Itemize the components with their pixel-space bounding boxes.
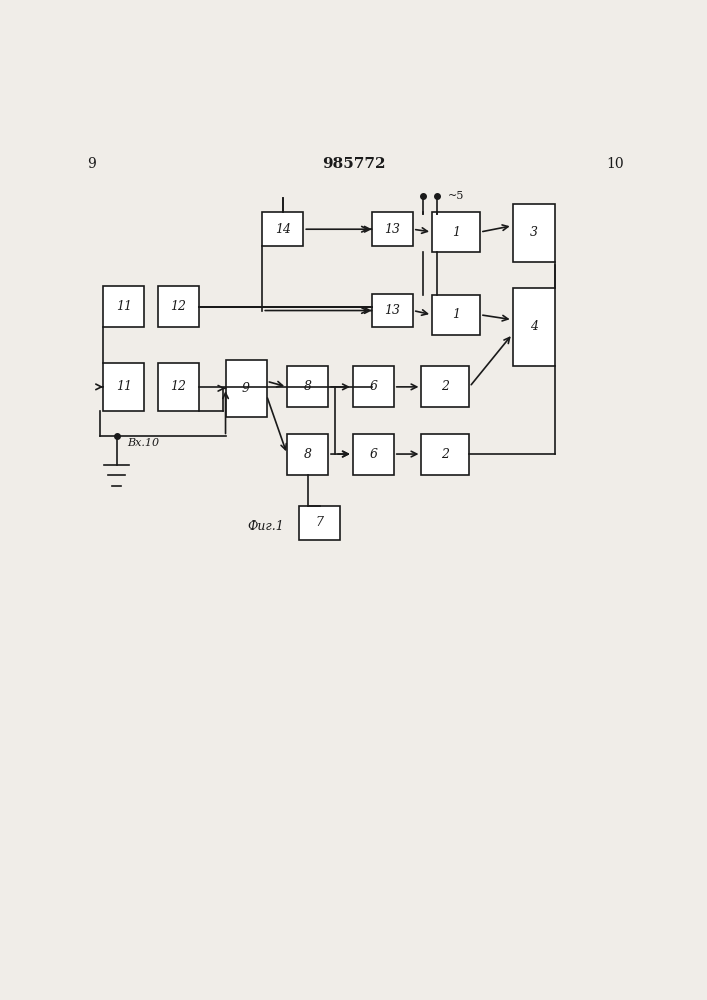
- Text: 12: 12: [170, 380, 186, 393]
- FancyBboxPatch shape: [299, 506, 340, 540]
- Text: 3: 3: [530, 226, 538, 239]
- FancyBboxPatch shape: [372, 212, 413, 246]
- FancyBboxPatch shape: [513, 204, 555, 262]
- Text: 2: 2: [441, 380, 450, 393]
- FancyBboxPatch shape: [421, 366, 469, 407]
- Text: 8: 8: [303, 380, 312, 393]
- Text: Фиг.1: Фиг.1: [247, 520, 284, 533]
- Text: 7: 7: [315, 516, 324, 529]
- FancyBboxPatch shape: [103, 286, 144, 327]
- Text: 10: 10: [607, 157, 624, 171]
- Text: 4: 4: [530, 320, 538, 333]
- Text: 13: 13: [385, 223, 400, 236]
- FancyBboxPatch shape: [158, 286, 199, 327]
- FancyBboxPatch shape: [226, 360, 267, 417]
- Text: 13: 13: [385, 304, 400, 317]
- FancyBboxPatch shape: [372, 294, 413, 327]
- FancyBboxPatch shape: [262, 212, 303, 246]
- Text: 9: 9: [242, 382, 250, 395]
- Text: 11: 11: [116, 380, 132, 393]
- Text: ~5: ~5: [448, 191, 464, 201]
- Text: 2: 2: [441, 448, 450, 461]
- Text: Вх.10: Вх.10: [127, 438, 159, 448]
- FancyBboxPatch shape: [287, 434, 328, 475]
- FancyBboxPatch shape: [421, 434, 469, 475]
- Text: 1: 1: [452, 308, 460, 321]
- Text: 12: 12: [170, 300, 186, 313]
- Text: 8: 8: [303, 448, 312, 461]
- Text: 985772: 985772: [322, 157, 385, 171]
- Text: 9: 9: [88, 157, 96, 171]
- FancyBboxPatch shape: [158, 363, 199, 411]
- FancyBboxPatch shape: [287, 366, 328, 407]
- FancyBboxPatch shape: [353, 434, 394, 475]
- Text: 6: 6: [369, 380, 378, 393]
- Text: 1: 1: [452, 226, 460, 239]
- Text: 14: 14: [275, 223, 291, 236]
- FancyBboxPatch shape: [432, 212, 480, 252]
- FancyBboxPatch shape: [353, 366, 394, 407]
- FancyBboxPatch shape: [103, 363, 144, 411]
- FancyBboxPatch shape: [432, 295, 480, 335]
- Text: 11: 11: [116, 300, 132, 313]
- FancyBboxPatch shape: [513, 288, 555, 366]
- Text: 6: 6: [369, 448, 378, 461]
